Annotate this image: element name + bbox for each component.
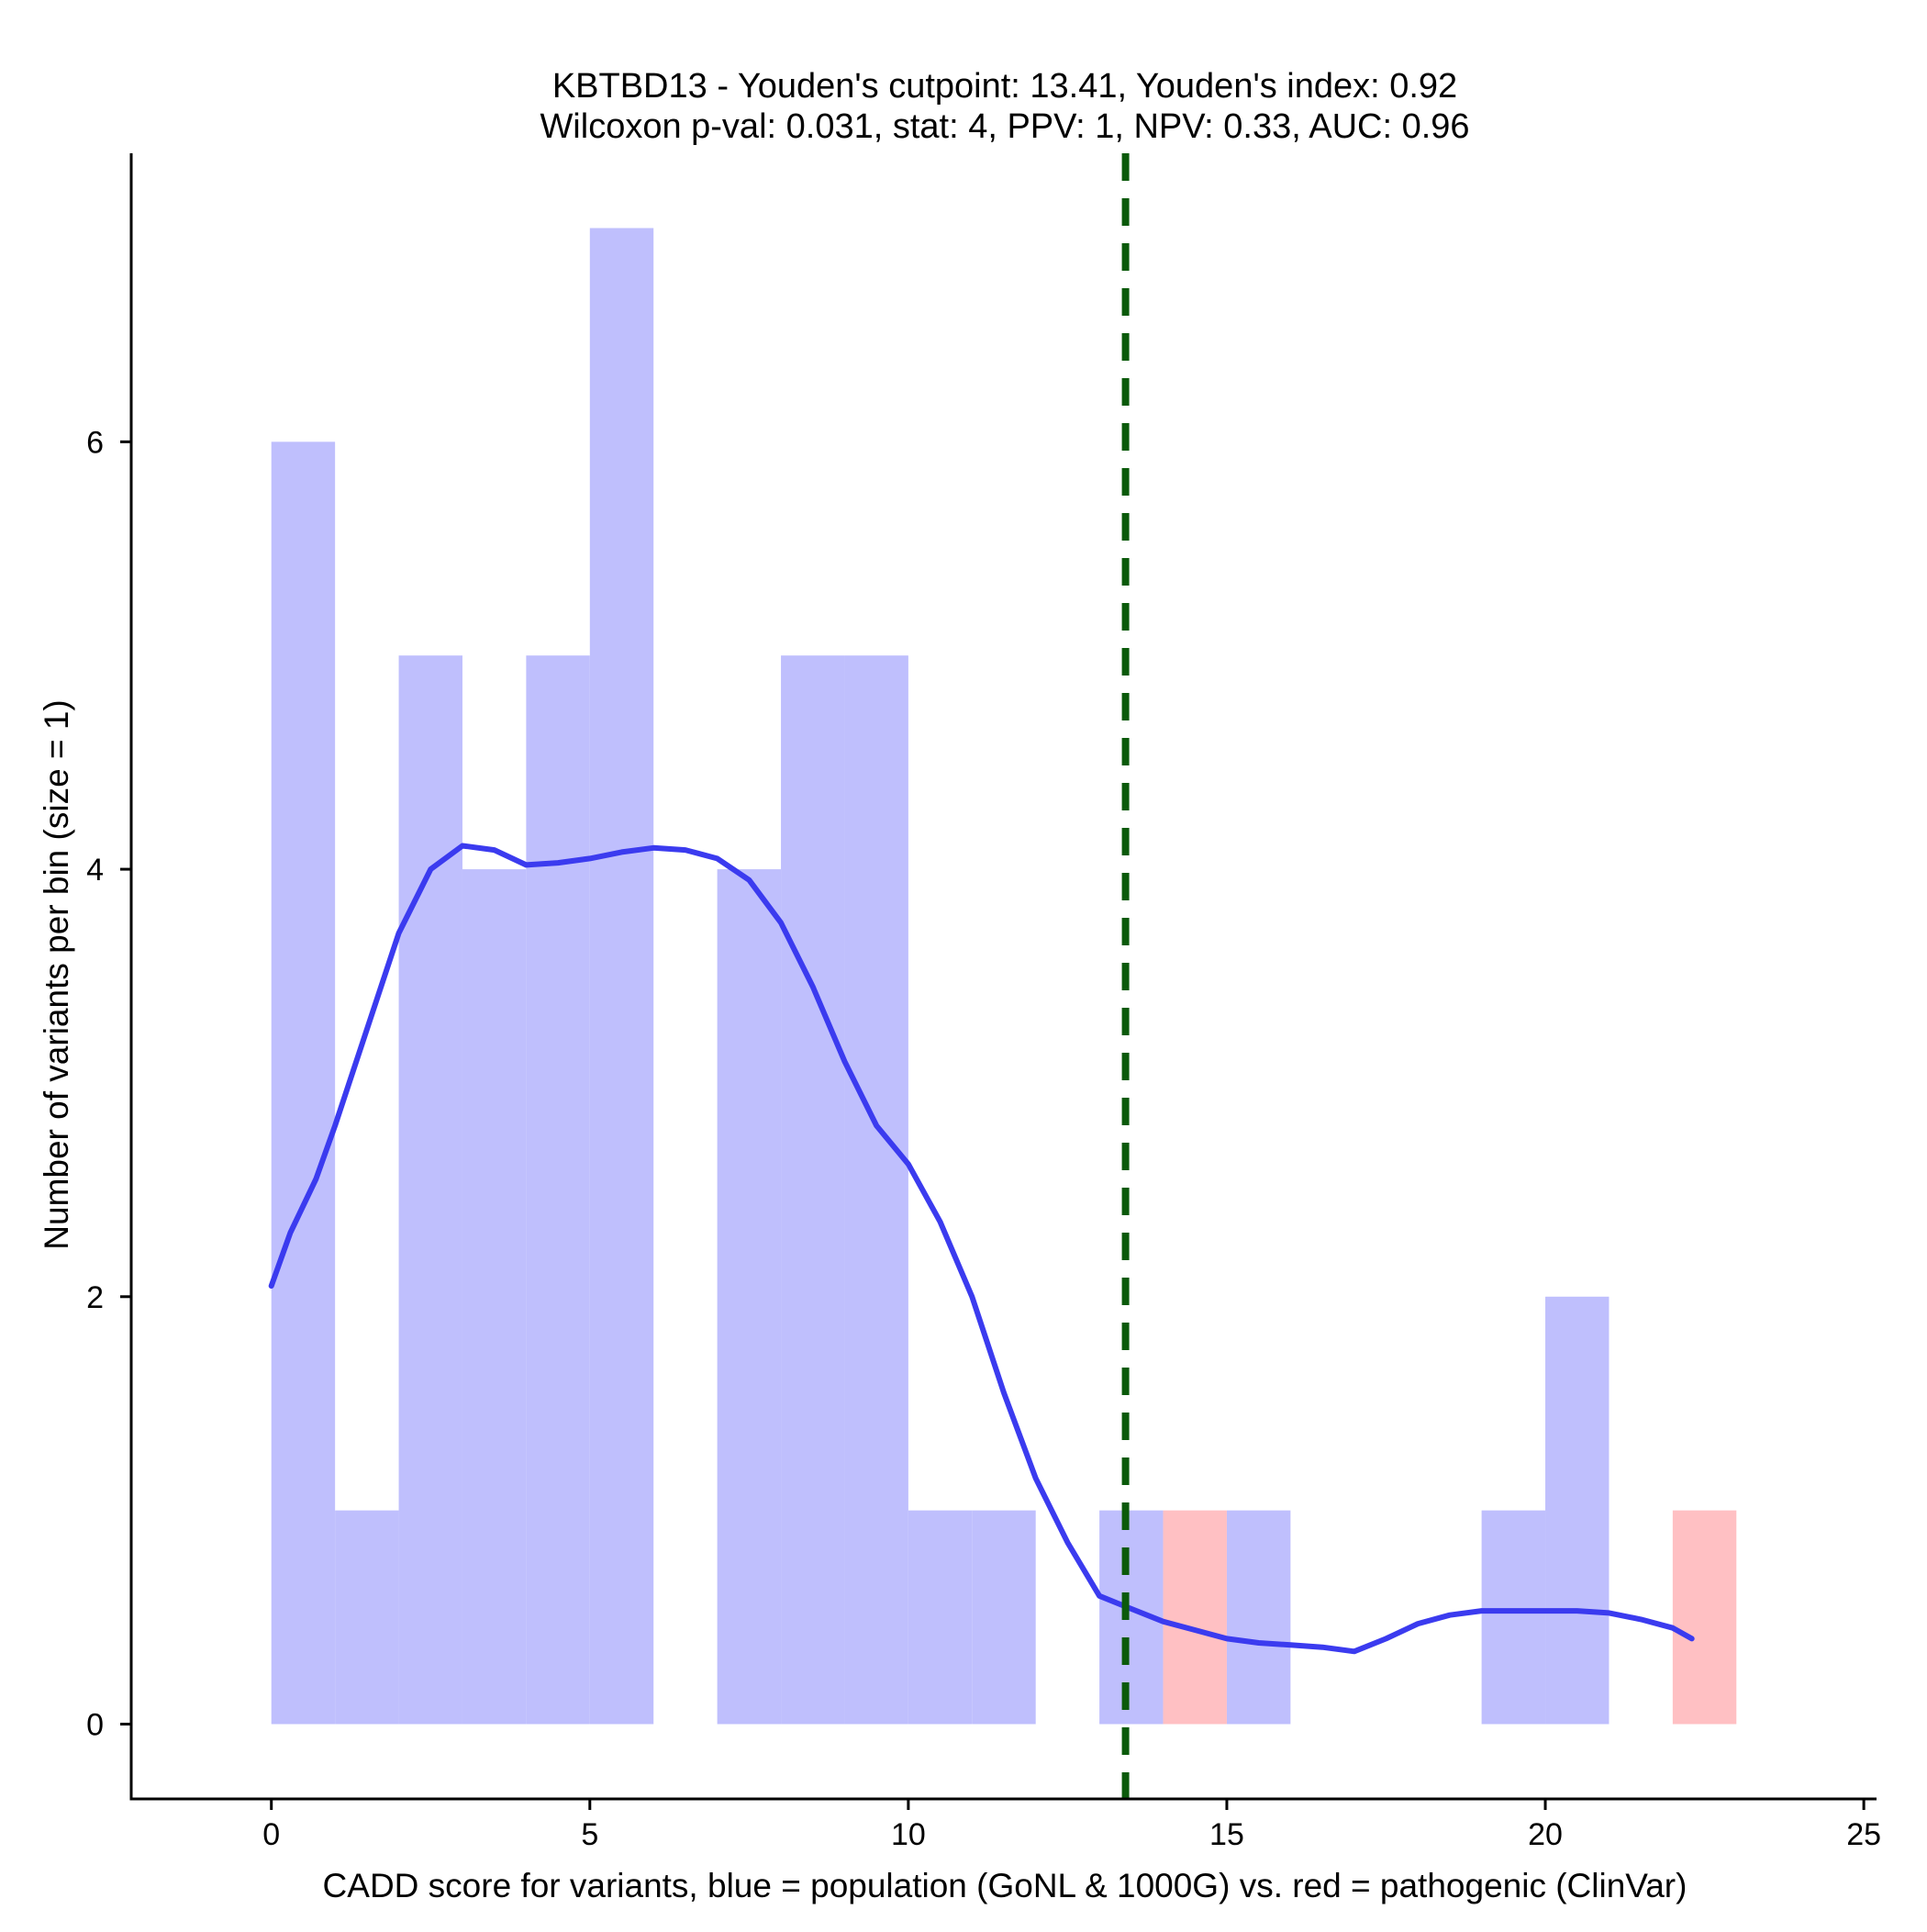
pathogenic-bar-22 (1672, 1510, 1737, 1725)
y-tick-label-2: 2 (86, 1280, 104, 1315)
y-tick-label-4: 4 (86, 853, 104, 888)
population-bar-20 (1545, 1296, 1610, 1725)
x-tick-label-0: 0 (262, 1817, 280, 1852)
population-density-curve (268, 843, 1695, 1655)
x-tick-label-25: 25 (1846, 1817, 1881, 1852)
population-bar-8 (781, 655, 845, 1725)
population-bar-15 (1226, 1510, 1291, 1725)
y-tick-label-0: 0 (86, 1708, 104, 1743)
population-bar-9 (844, 655, 908, 1725)
population-bar-5 (589, 228, 654, 1725)
population-bar-3 (462, 869, 527, 1725)
y-axis-ticks: 0 2 4 6 (86, 425, 131, 1743)
population-bar-1 (335, 1510, 399, 1725)
x-tick-label-5: 5 (581, 1817, 598, 1852)
population-bar-7 (717, 869, 782, 1725)
population-bar-10 (908, 1510, 973, 1725)
x-axis-label: CADD score for variants, blue = populati… (323, 1867, 1688, 1904)
y-tick-label-6: 6 (86, 425, 104, 460)
histogram-bars (271, 228, 1737, 1725)
x-axis-ticks: 0 5 10 15 20 25 (262, 1799, 1881, 1852)
density-curve-layer (268, 843, 1695, 1655)
chart-title-line-2: Wilcoxon p-val: 0.031, stat: 4, PPV: 1, … (540, 107, 1469, 146)
x-tick-label-20: 20 (1528, 1817, 1563, 1852)
x-tick-label-10: 10 (891, 1817, 926, 1852)
chart-title-line-1: KBTBD13 - Youden's cutpoint: 13.41, Youd… (552, 67, 1457, 106)
axes: 0 5 10 15 20 25 0 2 4 6 (86, 153, 1881, 1852)
population-bar-2 (398, 655, 462, 1725)
population-bar-4 (526, 655, 590, 1725)
x-tick-label-15: 15 (1209, 1817, 1244, 1852)
population-bar-19 (1481, 1510, 1546, 1725)
population-bar-11 (972, 1510, 1036, 1725)
pathogenic-bar-14 (1163, 1510, 1227, 1725)
population-bar-0 (271, 441, 336, 1725)
y-axis-label: Number of variants per bin (size = 1) (38, 699, 75, 1249)
